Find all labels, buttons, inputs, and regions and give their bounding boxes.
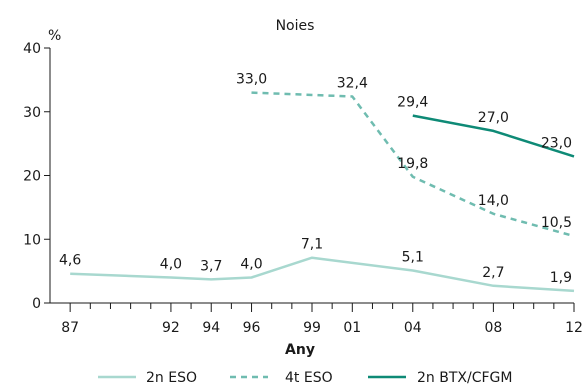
- axes: 0 10 20 30 40 87 92 94 96 99 01 04 08 12: [23, 41, 583, 336]
- legend-label: 2n BTX/CFGM: [417, 370, 512, 386]
- y-tick-label: 30: [23, 105, 41, 121]
- y-tick-label: 10: [23, 232, 41, 248]
- y-tick-label: 0: [32, 296, 41, 312]
- data-label: 33,0: [236, 72, 267, 88]
- legend-label: 2n ESO: [146, 370, 197, 386]
- x-tick-label: 04: [404, 320, 422, 336]
- data-label: 19,8: [397, 156, 428, 172]
- y-tick-label: 20: [23, 169, 41, 185]
- data-label: 3,7: [200, 258, 222, 274]
- chart-title: Noies: [276, 18, 315, 34]
- data-label: 14,0: [478, 193, 509, 209]
- x-tick-label: 99: [303, 320, 321, 336]
- series-line: [70, 256, 575, 293]
- x-tick-label: 87: [61, 320, 79, 336]
- legend-label: 4t ESO: [285, 370, 333, 386]
- series-layer: [70, 91, 575, 293]
- data-label: 1,9: [550, 270, 572, 286]
- x-axis-label: Any: [285, 342, 315, 358]
- data-label: 4,6: [59, 253, 81, 269]
- x-tick-label: 94: [202, 320, 220, 336]
- data-label: 4,0: [160, 257, 182, 273]
- data-labels: 4,6 4,0 3,7 4,0 7,1 5,1 2,7 1,9 33,0 32,4 19,8 14,0…: [59, 72, 572, 286]
- y-tick-label: 40: [23, 41, 41, 57]
- data-label: 32,4: [337, 75, 368, 91]
- data-label: 29,4: [397, 95, 428, 111]
- x-tick-label: 01: [343, 320, 361, 336]
- x-tick-label: 92: [162, 320, 180, 336]
- data-label: 2,7: [482, 265, 504, 281]
- data-label: 10,5: [541, 215, 572, 231]
- x-tick-label: 96: [243, 320, 261, 336]
- x-tick-label: 08: [484, 320, 502, 336]
- x-tick-label: 12: [565, 320, 583, 336]
- data-label: 23,0: [541, 135, 572, 151]
- data-label: 4,0: [240, 257, 262, 273]
- data-label: 7,1: [301, 237, 323, 253]
- data-label: 5,1: [402, 249, 424, 265]
- legend: 2n ESO 4t ESO 2n BTX/CFGM: [98, 370, 512, 386]
- data-label: 27,0: [478, 110, 509, 126]
- y-axis-unit: %: [48, 28, 61, 44]
